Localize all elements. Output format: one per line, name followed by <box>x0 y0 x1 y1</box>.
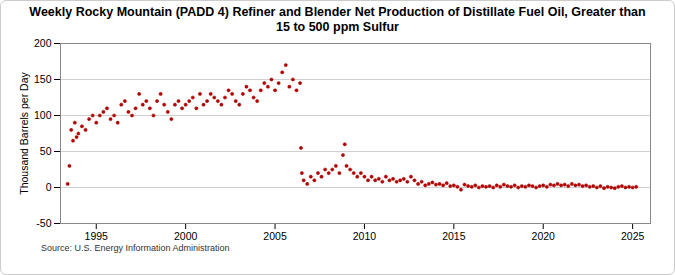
svg-text:200: 200 <box>34 37 52 49</box>
svg-text:2025: 2025 <box>621 230 645 242</box>
svg-text:2020: 2020 <box>532 230 556 242</box>
svg-text:Thousand Barrels per Day: Thousand Barrels per Day <box>18 71 30 194</box>
svg-text:50: 50 <box>40 145 52 157</box>
svg-text:-50: -50 <box>36 217 51 229</box>
svg-text:2010: 2010 <box>353 230 377 242</box>
svg-text:150: 150 <box>34 73 52 85</box>
html-text:Weekly Rocky Mountain (PADD 4): Weekly Rocky Mountain (PADD 4) Refiner a… <box>29 5 646 34</box>
svg-text:2000: 2000 <box>174 230 198 242</box>
svg-text:1995: 1995 <box>85 230 109 242</box>
html-text:Source: U.S. Energy Informatio: Source: U.S. Energy Information Administ… <box>41 243 230 253</box>
svg-text:100: 100 <box>34 109 52 121</box>
svg-text:0: 0 <box>46 181 52 193</box>
svg-text:2005: 2005 <box>263 230 287 242</box>
svg-text:2015: 2015 <box>442 230 466 242</box>
